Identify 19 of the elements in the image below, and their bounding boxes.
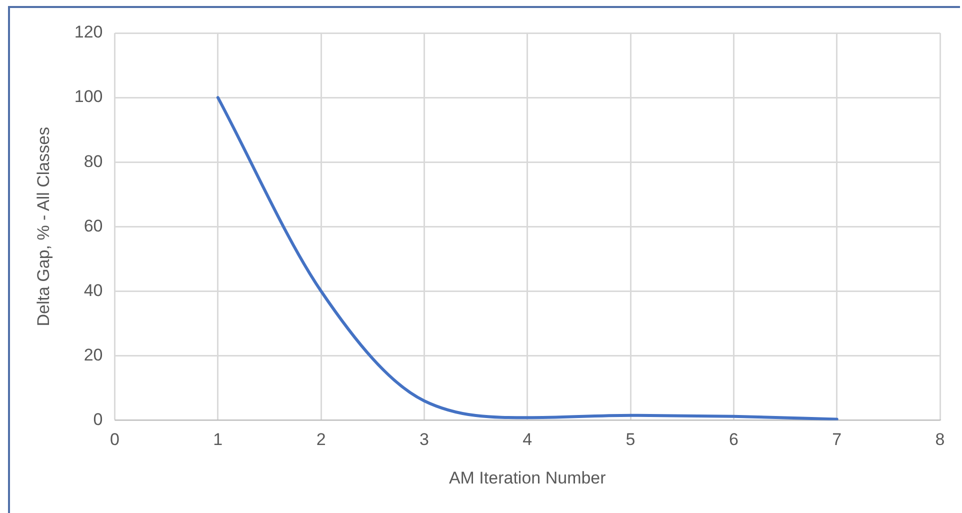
line-series [216,96,838,420]
y-tick-label: 20 [84,345,103,364]
y-tick-label: 100 [74,87,103,106]
y-tick-label: 60 [84,216,103,236]
y-tick-label: 120 [74,22,103,42]
x-tick-label: 6 [728,430,738,450]
x-tick-label: 2 [316,430,326,450]
x-tick-label: 5 [626,430,636,450]
y-tick-label: 0 [93,410,103,429]
x-tick-label: 7 [832,430,842,450]
x-tick-label: 1 [213,430,223,450]
x-tick-label: 4 [522,430,532,450]
y-tick-label: 80 [84,152,103,171]
x-tick-label: 3 [419,430,429,450]
y-axis-title: Delta Gap, % - All Classes [34,126,53,326]
x-tick-label: 8 [935,430,945,450]
x-tick-label: 0 [110,430,120,450]
y-tick-label: 40 [84,280,103,300]
x-axis-title: AM Iteration Number [448,468,606,488]
